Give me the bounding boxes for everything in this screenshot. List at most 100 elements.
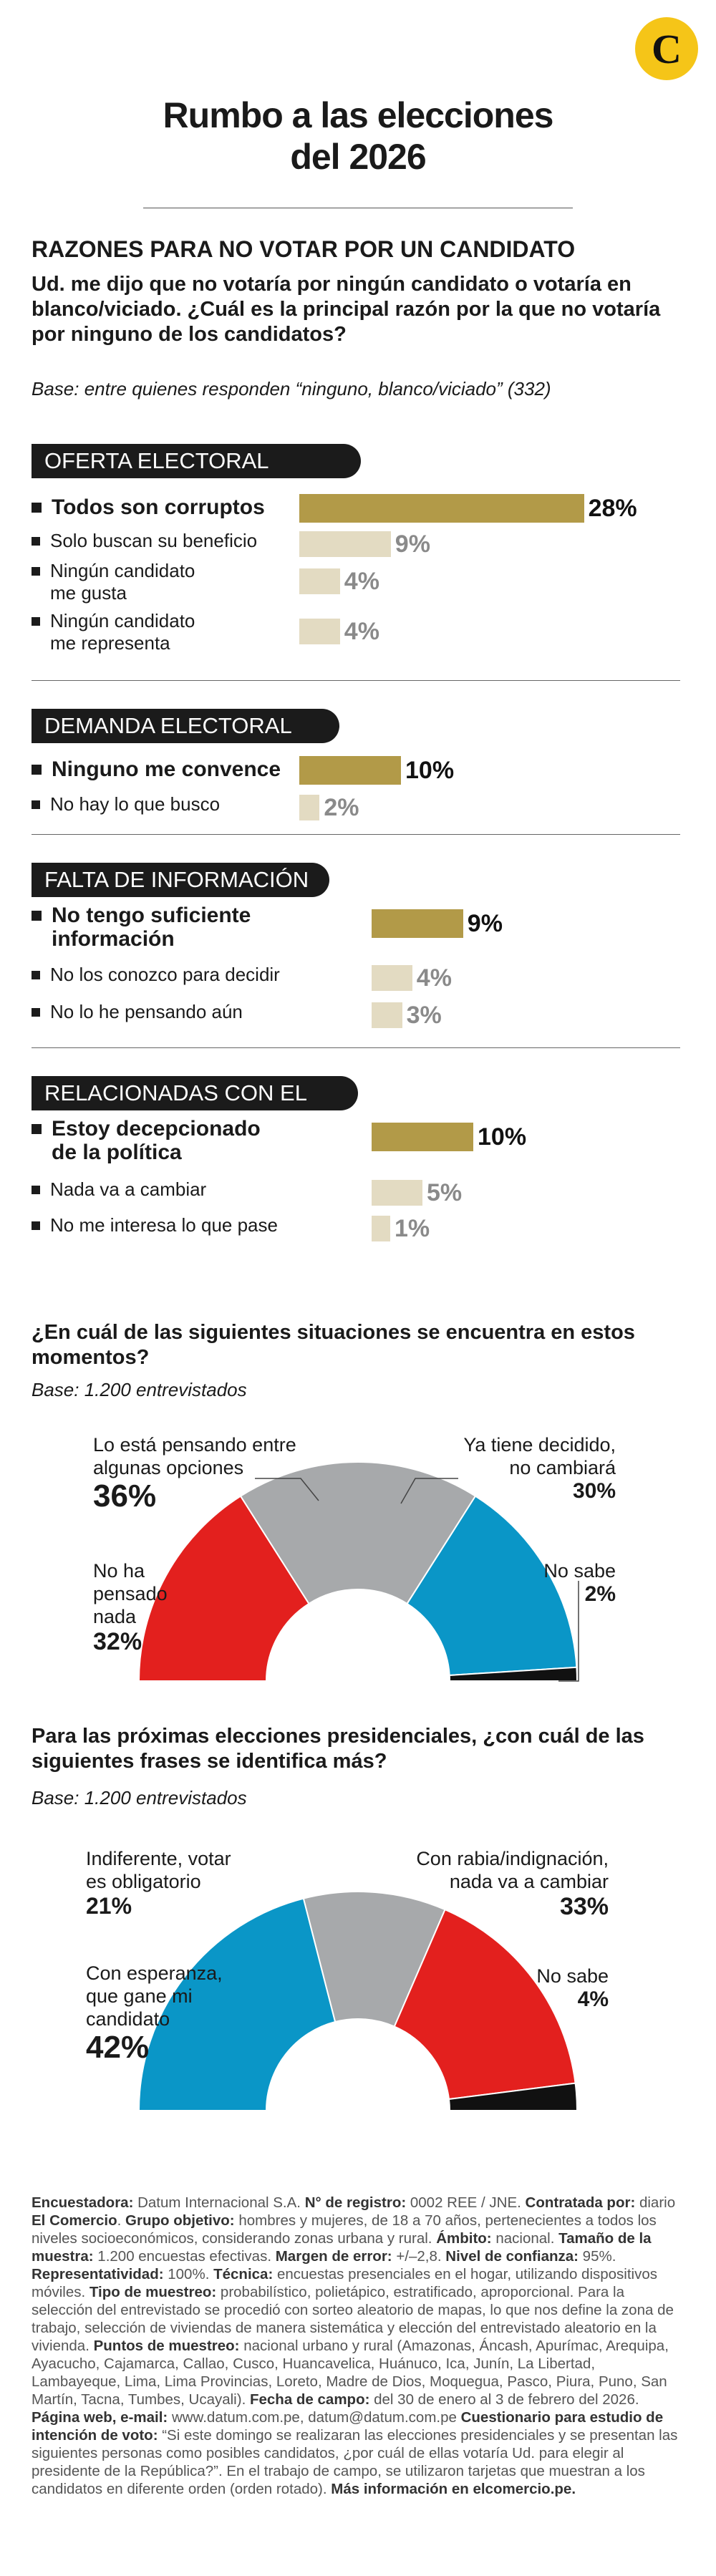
footnote-segment: Representatividad: <box>32 2266 164 2282</box>
bullet-square <box>32 617 40 626</box>
footnote-segment: +/–2,8. <box>392 2248 446 2265</box>
footnote-segment: Contratada por: <box>525 2194 636 2211</box>
donut2-value-no-sabe: 4% <box>577 1987 609 2011</box>
footnote-segment: Datum Internacional S.A. <box>133 2194 305 2211</box>
group-title-relacionadas-con-el-pais: RELACIONADAS CON EL PAÍS <box>32 1076 358 1140</box>
bar-label-todos-son-corruptos: Todos son corruptos <box>32 495 265 519</box>
bullet-square <box>32 1008 40 1017</box>
footnote-segment: Fecha de campo: <box>249 2391 370 2408</box>
bar-ningun-candidato-me-representa <box>299 619 340 644</box>
bar-label-text: Ninguno me convence <box>52 757 281 781</box>
section-base: Base: entre quienes responden “ninguno, … <box>32 378 551 400</box>
group-divider <box>32 680 680 681</box>
value-label-ninguno-me-convence: 10% <box>405 757 455 784</box>
bar-ningun-candidato-me-gusta <box>299 568 340 594</box>
bar-todos-son-corruptos <box>299 494 584 523</box>
footnote-segment: . <box>117 2212 126 2229</box>
donut1-label-no-sabe: No sabe 2% <box>501 1559 616 1607</box>
value-label-no-me-interesa-lo-que-pase: 1% <box>395 1215 430 1242</box>
bar-label-nada-va-a-cambiar: Nada va a cambiar <box>32 1178 206 1201</box>
bar-label-text: Estoy decepcionado de la política <box>52 1117 261 1164</box>
bullet-square <box>32 800 40 809</box>
value-label-nada-va-a-cambiar: 5% <box>427 1179 463 1206</box>
bar-no-me-interesa-lo-que-pase <box>372 1216 390 1241</box>
donut-slice-indiferente-votar-es-obligatorio <box>302 1891 446 2028</box>
bar-label-text: Solo buscan su beneficio <box>50 530 258 551</box>
bar-estoy-decepcionado-de-la-politica <box>372 1123 473 1151</box>
title-line-2: del 2026 <box>290 137 426 177</box>
bar-label-text: Ningún candidato me gusta <box>50 560 195 604</box>
bullet-square <box>32 1124 42 1134</box>
donut1-chart <box>137 1461 579 1682</box>
donut-slice-con-esperanza-que-gane-mi-candidato <box>137 1897 337 2111</box>
donut1-label-lo-esta-pensando-entre-algunas-opciones: Lo está pensando entre algunas opciones 36… <box>93 1433 322 1514</box>
value-label-no-los-conozco-para-decidir: 4% <box>416 964 452 992</box>
bar-label-text: No tengo suficiente información <box>52 904 251 951</box>
value-label-no-hay-lo-que-busco: 2% <box>324 794 359 821</box>
bar-label-text: No los conozco para decidir <box>50 964 280 985</box>
group-divider <box>32 834 680 835</box>
donut1-leader-line <box>400 1478 458 1504</box>
bar-label-text: Ningún candidato me representa <box>50 610 195 654</box>
footnote-segment: Margen de error: <box>275 2248 392 2265</box>
bar-label-ningun-candidato-me-gusta: Ningún candidato me gusta <box>32 560 195 604</box>
footnote-segment: Más información en elcomercio.pe. <box>331 2481 576 2497</box>
donut-slice-ya-tiene-decidido-no-cambiara <box>406 1495 578 1677</box>
footnote-segment: nacional urbano y rural (Amazonas, Áncas… <box>32 2338 669 2408</box>
value-label-no-lo-he-pensando-aun: 3% <box>406 1002 442 1029</box>
footnote-segment: El Comercio <box>32 2212 117 2229</box>
footnote-segment: Encuestadora: <box>32 2194 134 2211</box>
methodology-footnote: Encuestadora: Datum Internacional S.A. N… <box>32 2194 686 2498</box>
donut2-label-con-rabia-indignacion-nada-va-a-cambiar: Con rabia/indignación, nada va a cambiar 3… <box>387 1847 609 1920</box>
bar-label-no-hay-lo-que-busco: No hay lo que busco <box>32 793 220 815</box>
footnote-segment: nacional. <box>491 2230 559 2247</box>
footnote-segment: del 30 de enero al 3 de febrero del 2026… <box>369 2391 639 2408</box>
donut2-question: Para las próximas elecciones presidencia… <box>32 1725 644 1773</box>
bar-no-los-conozco-para-decidir <box>372 965 412 991</box>
donut1-question: ¿En cuál de las siguientes situaciones s… <box>32 1321 635 1369</box>
bar-label-text: Todos son corruptos <box>52 495 265 519</box>
group-divider <box>32 1047 680 1048</box>
group-title-oferta-electoral: OFERTA ELECTORAL <box>32 444 361 478</box>
bar-label-no-me-interesa-lo-que-pase: No me interesa lo que pase <box>32 1214 278 1236</box>
bar-label-estoy-decepcionado-de-la-politica: Estoy decepcionado de la política <box>32 1117 261 1164</box>
donut-slice-con-rabia-indignacion-nada-va-a-cambiar <box>393 1908 576 2101</box>
bullet-square <box>32 503 42 513</box>
donut2-chart <box>137 1891 579 2111</box>
footnote-segment: www.datum.com.pe, datum@datum.com.pe <box>168 2409 461 2426</box>
footnote-segment: Cuestionario para estudio de intención d… <box>32 2409 664 2444</box>
bullet-square <box>32 1221 40 1230</box>
donut1-leader-line <box>558 1581 579 1682</box>
group-title-falta-de-informacion: FALTA DE INFORMACIÓN <box>32 863 329 897</box>
footnote-segment: Técnica: <box>213 2266 274 2282</box>
group-title-demanda-electoral: DEMANDA ELECTORAL <box>32 709 339 743</box>
value-label-no-tengo-suficiente-informacion: 9% <box>467 910 503 937</box>
footnote-segment: Nivel de confianza: <box>445 2248 579 2265</box>
donut1-leader-line <box>255 1478 319 1501</box>
bullet-square <box>32 537 40 546</box>
section-title: RAZONES PARA NO VOTAR POR UN CANDIDATO <box>32 236 576 262</box>
bar-solo-buscan-su-beneficio <box>299 531 391 557</box>
bar-label-no-lo-he-pensando-aun: No lo he pensando aún <box>32 1001 243 1023</box>
donut2-value-con-esperanza-que-gane-mi-candidato: 42% <box>86 2030 150 2065</box>
donut1-value-no-ha-pensado-nada: 32% <box>93 1628 142 1655</box>
main-title: Rumbo a las elecciones del 2026 <box>0 95 716 178</box>
bullet-square <box>32 971 40 979</box>
footnote-segment: 95%. <box>578 2248 616 2265</box>
value-label-solo-buscan-su-beneficio: 9% <box>395 531 430 558</box>
footnote-segment: “Si este domingo se realizaran las elecc… <box>32 2427 678 2497</box>
value-label-estoy-decepcionado-de-la-politica: 10% <box>478 1123 527 1151</box>
value-label-ningun-candidato-me-representa: 4% <box>344 618 379 645</box>
footnote-segment: 1.200 encuestas efectivas. <box>93 2248 276 2265</box>
bar-label-text: No hay lo que busco <box>50 793 221 815</box>
footnote-segment: 0002 REE / JNE. <box>406 2194 526 2211</box>
bar-label-ningun-candidato-me-representa: Ningún candidato me representa <box>32 610 195 654</box>
value-label-ningun-candidato-me-gusta: 4% <box>344 568 379 595</box>
value-label-todos-son-corruptos: 28% <box>588 495 637 522</box>
donut-slice-no-ha-pensado-nada <box>137 1495 310 1682</box>
title-line-1: Rumbo a las elecciones <box>163 95 554 135</box>
donut1-label-ya-tiene-decidido-no-cambiara: Ya tiene decidido, no cambiará 30% <box>401 1433 616 1504</box>
bar-label-no-tengo-suficiente-informacion: No tengo suficiente información <box>32 904 251 951</box>
bar-no-hay-lo-que-busco <box>299 795 320 820</box>
donut2-base: Base: 1.200 entrevistados <box>32 1787 247 1808</box>
